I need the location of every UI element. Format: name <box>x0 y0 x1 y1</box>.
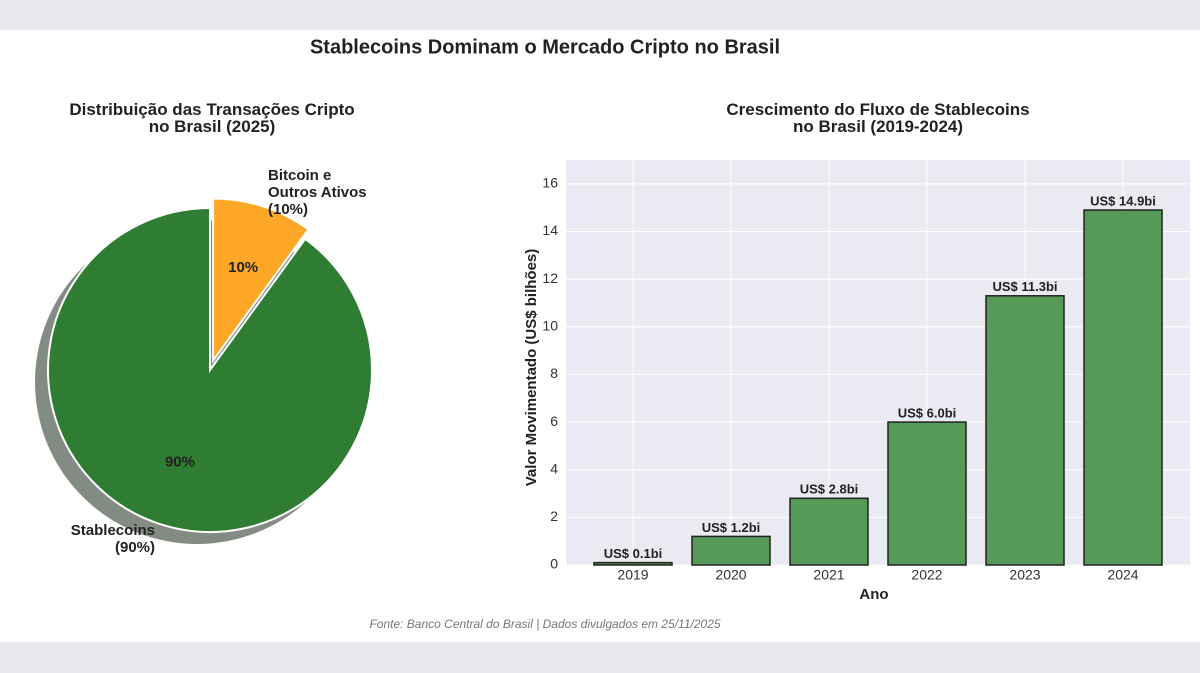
pie-slice <box>212 197 310 364</box>
x-tick-label: 2024 <box>1107 567 1138 583</box>
bar <box>789 497 869 566</box>
y-tick-label: 16 <box>542 175 558 191</box>
main-title: Stablecoins Dominam o Mercado Cripto no … <box>310 36 780 58</box>
bar-value-label: US$ 6.0bi <box>898 405 957 420</box>
y-tick-label: 8 <box>550 365 558 381</box>
y-axis-label: Valor Movimentado (US$ bilhões) <box>523 249 540 487</box>
source-note: Fonte: Banco Central do Brasil | Dados d… <box>369 617 720 631</box>
bar <box>887 421 967 566</box>
x-tick-label: 2020 <box>715 567 746 583</box>
bar-value-label: US$ 11.3bi <box>992 279 1057 294</box>
slice-label: Stablecoins (90%) <box>70 522 155 556</box>
x-axis-label: Ano <box>859 586 888 603</box>
y-tick-label: 2 <box>550 508 558 524</box>
y-tick-label: 10 <box>542 317 558 333</box>
bar-value-label: US$ 0.1bi <box>604 546 663 561</box>
x-tick-label: 2022 <box>911 567 942 583</box>
bar-value-label: US$ 14.9bi <box>1090 193 1156 208</box>
slice-label: Bitcoin e Outros Ativos (10%) <box>268 167 367 218</box>
y-tick-label: 0 <box>550 556 558 572</box>
x-tick-label: 2023 <box>1009 567 1040 583</box>
pie-slice <box>47 206 373 533</box>
slice-value-label: 10% <box>228 259 258 276</box>
y-tick-label: 4 <box>550 460 558 476</box>
pie-title: Distribuição das Transações Cripto no Br… <box>69 100 355 136</box>
bar <box>1083 209 1163 566</box>
bar <box>985 295 1065 566</box>
y-tick-label: 12 <box>542 270 558 286</box>
bar-value-label: US$ 1.2bi <box>702 520 761 535</box>
y-tick-label: 6 <box>550 413 558 429</box>
bar <box>691 535 771 566</box>
bar-title: Crescimento do Fluxo de Stablecoins no B… <box>726 100 1030 136</box>
x-tick-label: 2019 <box>617 567 648 583</box>
bar <box>593 561 673 566</box>
slice-value-label: 90% <box>165 453 195 470</box>
y-tick-label: 14 <box>542 222 558 238</box>
bar-value-label: US$ 2.8bi <box>800 482 859 497</box>
x-tick-label: 2021 <box>813 567 844 583</box>
